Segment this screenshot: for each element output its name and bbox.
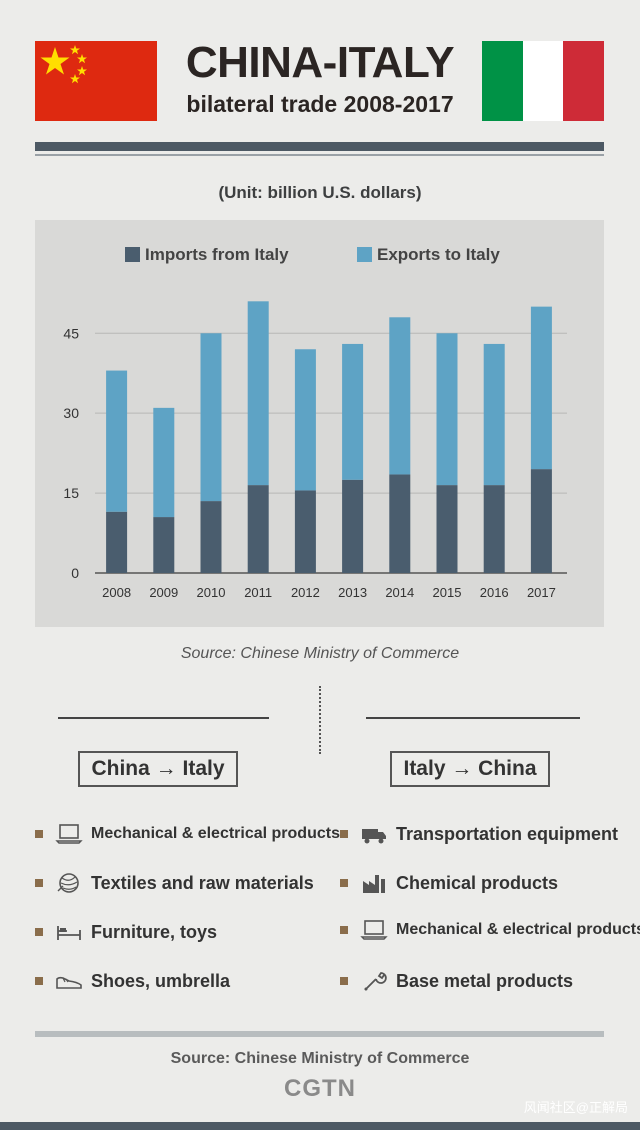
bullet (340, 977, 348, 985)
shoe-icon (56, 976, 82, 989)
list-item: Furniture, toys (35, 915, 217, 949)
yarn-ball-icon (57, 873, 79, 893)
list-item: Mechanical & electrical products (340, 913, 640, 947)
bar-imports-2015 (436, 485, 458, 573)
right-rule (366, 717, 580, 719)
list-item: Textiles and raw materials (35, 866, 314, 900)
list-item: Shoes, umbrella (35, 964, 230, 998)
y-tick-label: 15 (63, 485, 79, 501)
x-tick-label: 2009 (149, 585, 178, 600)
y-tick-label: 45 (63, 325, 79, 341)
unit-label: (Unit: billion U.S. dollars) (218, 183, 422, 202)
x-tick-label: 2017 (527, 585, 556, 600)
bar-imports-2010 (200, 501, 222, 573)
list-item: Transportation equipment (340, 817, 618, 851)
bar-imports-2011 (247, 485, 269, 573)
center-dotted-divider (319, 686, 321, 754)
bar-exports-2017 (530, 306, 552, 470)
legend-label: Exports to Italy (377, 245, 500, 264)
bar-imports-2017 (530, 469, 552, 573)
bar-exports-2014 (389, 317, 411, 475)
bar-imports-2009 (153, 517, 175, 573)
bar-exports-2016 (483, 343, 505, 486)
bullet (35, 977, 43, 985)
bullet (340, 830, 348, 838)
bar-exports-2010 (200, 333, 222, 502)
left-rule (58, 717, 269, 719)
list-item: Chemical products (340, 866, 558, 900)
bar-exports-2015 (436, 333, 458, 486)
x-tick-label: 2011 (244, 585, 272, 600)
legend-swatch (125, 247, 140, 262)
x-tick-label: 2012 (291, 585, 320, 600)
list-item: Base metal products (340, 964, 573, 998)
header-divider-thin (35, 154, 604, 156)
x-tick-label: 2010 (197, 585, 226, 600)
bullet (35, 830, 43, 838)
factory-icon (363, 875, 385, 893)
bar-exports-2008 (106, 370, 128, 512)
item-label: Shoes, umbrella (91, 970, 231, 991)
x-tick-label: 2008 (102, 585, 131, 600)
bullet (340, 926, 348, 934)
bar-imports-2012 (294, 490, 316, 573)
brand-logo: CGTN (284, 1075, 356, 1102)
item-label: Furniture, toys (91, 921, 218, 942)
page-title: CHINA-ITALY (185, 38, 455, 87)
truck-icon (362, 829, 386, 844)
y-tick-label: 0 (71, 565, 79, 581)
bullet (35, 879, 43, 887)
bar-exports-2013 (342, 343, 364, 480)
list-item: Mechanical & electrical products (35, 817, 340, 851)
item-label: Base metal products (396, 970, 574, 991)
bullet (35, 928, 43, 936)
china-flag-stars-icon (40, 45, 87, 84)
italy-flag (482, 41, 605, 121)
wrench-icon (364, 972, 387, 991)
item-label: Mechanical & electrical products (396, 921, 640, 938)
bed-icon (57, 926, 81, 940)
bar-exports-2012 (294, 349, 316, 491)
watermark: 风闻社区@正解局 (523, 1100, 628, 1115)
x-tick-label: 2016 (480, 585, 509, 600)
chart-panel: 0 15 30 45 2008 2009 2010 2011 2012 2013 2014 2015 2… (35, 220, 604, 627)
chart-source: Source: Chinese Ministry of Commerce (180, 645, 460, 662)
laptop-icon (55, 824, 83, 844)
bar-imports-2013 (342, 479, 364, 573)
bar-exports-2009 (153, 407, 175, 518)
item-label: Transportation equipment (396, 823, 619, 844)
bullet (340, 879, 348, 887)
bar-imports-2008 (106, 511, 128, 573)
y-tick-label: 30 (63, 405, 79, 421)
legend-swatch (357, 247, 372, 262)
item-label: Chemical products (396, 872, 559, 893)
china-flag (35, 41, 157, 121)
bar-imports-2014 (389, 474, 411, 573)
legend-label: Imports from Italy (145, 245, 289, 264)
laptop-icon (360, 920, 388, 940)
bar-chart: 0 15 30 45 2008 2009 2010 2011 2012 2013 2014 2015 2… (63, 245, 567, 600)
page-subtitle: bilateral trade 2008-2017 (186, 91, 454, 117)
x-tick-label: 2013 (338, 585, 367, 600)
china-to-italy-label: China → Italy (78, 751, 238, 787)
bottom-strip (0, 1122, 640, 1130)
x-tick-label: 2015 (433, 585, 462, 600)
footer-divider (35, 1031, 604, 1037)
bar-exports-2011 (247, 301, 269, 486)
footer-source: Source: Chinese Ministry of Commerce (170, 1050, 470, 1067)
x-tick-label: 2014 (385, 585, 414, 600)
item-label: Mechanical & electrical products (91, 825, 340, 842)
header-divider (35, 142, 604, 151)
bar-imports-2016 (483, 485, 505, 573)
italy-to-china-label: Italy → China (390, 751, 550, 787)
item-label: Textiles and raw materials (91, 872, 314, 893)
